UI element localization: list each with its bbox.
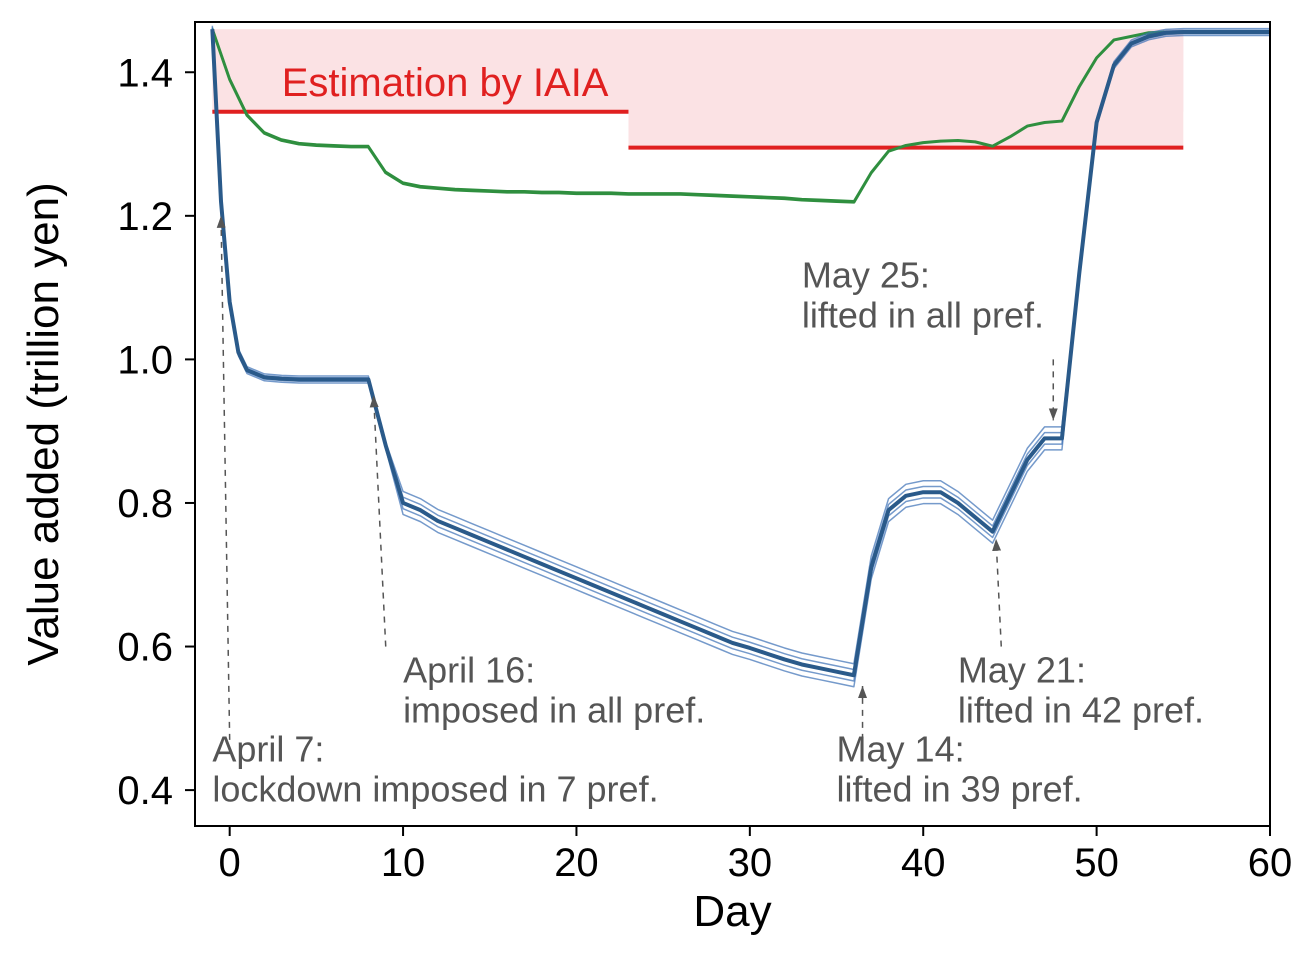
annotation-text-apr7-1: lockdown imposed in 7 pref. bbox=[212, 768, 658, 809]
annotation-text-may25-1: lifted in all pref. bbox=[802, 295, 1044, 336]
y-axis-title: Value added (trillion yen) bbox=[19, 182, 68, 665]
annotation-text-apr16-0: April 16: bbox=[403, 649, 535, 690]
annotation-text-apr7-0: April 7: bbox=[212, 728, 324, 769]
y-tick-label: 1.4 bbox=[117, 51, 173, 95]
x-tick-label: 0 bbox=[219, 841, 241, 885]
annotation-text-may21-1: lifted in 42 pref. bbox=[958, 689, 1204, 730]
annotation-text-may25-0: May 25: bbox=[802, 255, 930, 296]
x-tick-label: 30 bbox=[728, 841, 773, 885]
y-tick-label: 1.0 bbox=[117, 338, 173, 382]
y-tick-label: 0.8 bbox=[117, 482, 173, 526]
iaia-band-1 bbox=[628, 29, 1183, 147]
x-tick-label: 50 bbox=[1074, 841, 1119, 885]
line-chart: 0 10 20 30 40 50 60 0.4 0.6 0.8 1.0 1.2 1.4 Day Value … bbox=[0, 0, 1296, 954]
x-tick-label: 10 bbox=[381, 841, 426, 885]
y-tick-label: 0.4 bbox=[117, 769, 173, 813]
annotation-text-may21-0: May 21: bbox=[958, 649, 1086, 690]
x-axis-title: Day bbox=[693, 887, 771, 936]
chart-container: 0 10 20 30 40 50 60 0.4 0.6 0.8 1.0 1.2 1.4 Day Value … bbox=[0, 0, 1296, 954]
annotation-text-apr16-1: imposed in all pref. bbox=[403, 689, 705, 730]
y-tick-label: 1.2 bbox=[117, 195, 173, 239]
y-tick-label: 0.6 bbox=[117, 626, 173, 670]
x-tick-label: 40 bbox=[901, 841, 946, 885]
x-tick-label: 20 bbox=[554, 841, 599, 885]
iaia-label: Estimation by IAIA bbox=[282, 61, 609, 105]
annotation-text-may14-0: May 14: bbox=[837, 728, 965, 769]
annotation-text-may14-1: lifted in 39 pref. bbox=[837, 768, 1083, 809]
x-tick-label: 60 bbox=[1248, 841, 1293, 885]
